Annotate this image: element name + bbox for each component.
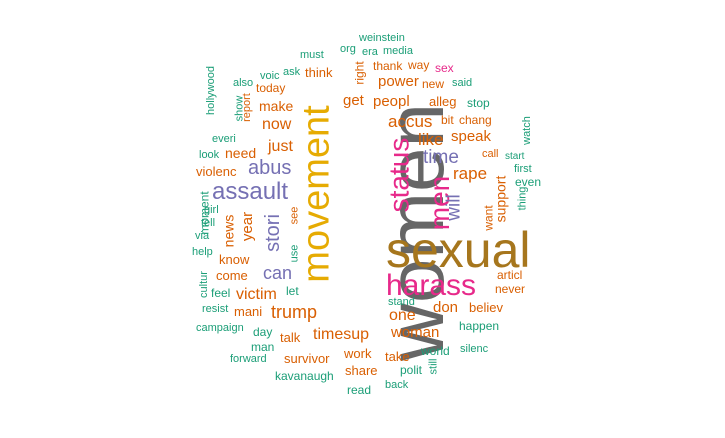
word: speak [451, 128, 492, 145]
word: stand [388, 296, 415, 308]
word: news [220, 214, 237, 248]
word: can [263, 263, 293, 283]
word: trump [271, 302, 318, 322]
word: work [344, 346, 372, 361]
word: alleg [429, 94, 457, 109]
word: way [408, 58, 430, 72]
word: violenc [196, 164, 237, 179]
word: year [239, 211, 257, 242]
word: silenc [460, 343, 489, 355]
word: believ [469, 300, 503, 315]
word: start [505, 151, 525, 162]
word: share [345, 363, 378, 378]
word: rape [453, 164, 488, 183]
word: accus [388, 112, 433, 131]
word: via [195, 230, 210, 242]
word: let [286, 284, 299, 298]
word: said [452, 77, 473, 89]
word: even [515, 175, 542, 189]
word: new [422, 77, 445, 91]
word: status [383, 137, 415, 213]
word: thing [516, 186, 529, 211]
word: cultur [197, 271, 210, 298]
word: show [233, 95, 246, 122]
word: forward [230, 353, 267, 365]
word: campaign [196, 322, 244, 334]
word: just [268, 138, 293, 155]
word: see [288, 206, 301, 225]
word: resist [202, 303, 229, 315]
word: know [219, 252, 250, 267]
word: happen [459, 319, 500, 333]
word: hollywood [204, 66, 217, 115]
word: now [262, 116, 292, 133]
word: weinstein [359, 32, 405, 44]
word: sexual [386, 222, 531, 278]
word: era [362, 46, 378, 58]
word: talk [280, 330, 301, 345]
word: must [300, 49, 324, 61]
word: right [352, 61, 367, 85]
word: one [389, 307, 416, 324]
word: victim [236, 286, 277, 303]
word: abus [248, 157, 292, 179]
word: timesup [313, 326, 370, 343]
word: org [340, 43, 356, 55]
word: moment [197, 191, 212, 235]
word: take [385, 349, 410, 364]
word: movement [295, 105, 338, 283]
word: polit [400, 363, 423, 377]
word: time [423, 147, 459, 168]
word: help [192, 246, 213, 258]
word: survivor [284, 351, 330, 366]
word: tell [201, 217, 216, 229]
word: thank [373, 59, 403, 73]
word: harass [386, 269, 477, 302]
word: ask [283, 66, 301, 78]
word: articl [497, 268, 523, 282]
word: call [482, 148, 499, 160]
word: voic [260, 70, 280, 82]
word: mani [234, 304, 263, 319]
word: don [433, 299, 459, 316]
word: day [253, 325, 273, 339]
word: look [199, 149, 220, 161]
word: sex [435, 61, 454, 75]
word: stop [467, 96, 490, 110]
word: stori [261, 214, 284, 252]
word: today [256, 81, 286, 95]
word: girl [204, 204, 219, 216]
word: kavanaugh [275, 369, 334, 383]
word: like [418, 130, 444, 149]
word: power [378, 73, 419, 90]
word: use [288, 244, 301, 263]
word: make [259, 98, 294, 114]
word: also [233, 77, 254, 89]
word: feel [211, 286, 231, 300]
word: media [383, 45, 413, 57]
word: want [481, 205, 496, 231]
word: still [427, 358, 440, 375]
word: everi [212, 133, 236, 145]
word: get [343, 92, 364, 109]
word: come [216, 268, 248, 283]
word: never [495, 282, 526, 296]
word: chang [459, 113, 492, 127]
word: peopl [373, 93, 410, 110]
word: back [385, 379, 409, 391]
word: will [443, 194, 465, 221]
word: read [347, 383, 372, 397]
word: bit [441, 113, 454, 127]
word: world [421, 344, 450, 358]
word: need [225, 145, 257, 161]
word: first [514, 163, 532, 175]
word: man [251, 340, 275, 354]
word: think [305, 65, 333, 80]
word: woman [391, 324, 440, 341]
word: assault [212, 178, 289, 205]
word: watch [520, 116, 533, 145]
